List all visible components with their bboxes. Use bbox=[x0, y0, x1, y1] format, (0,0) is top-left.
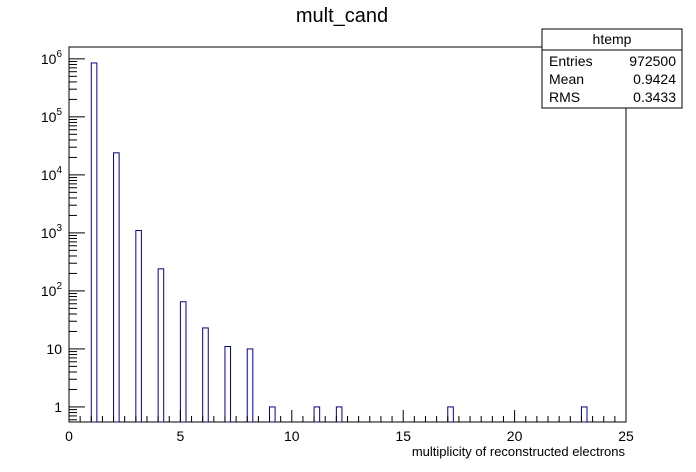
stats-entries-value: 972500 bbox=[629, 53, 676, 69]
histogram-bar bbox=[580, 406, 588, 423]
y-tick-label: 103 bbox=[41, 223, 63, 241]
x-axis: 0 5 10 15 20 25 bbox=[65, 410, 634, 444]
chart-title: mult_cand bbox=[296, 5, 388, 27]
stats-box-title: htemp bbox=[593, 31, 632, 47]
histogram-bar bbox=[335, 406, 343, 423]
y-tick-label: 105 bbox=[41, 107, 63, 125]
y-tick-label: 102 bbox=[41, 281, 63, 299]
y-tick-label: 104 bbox=[41, 165, 63, 183]
stats-mean-label: Mean bbox=[549, 71, 584, 87]
stats-rms-label: RMS bbox=[549, 89, 580, 105]
stats-box: htemp Entries 972500 Mean 0.9424 RMS 0.3… bbox=[541, 28, 683, 109]
x-axis-label: multiplicity of reconstructed electrons bbox=[412, 444, 626, 459]
y-tick-label: 106 bbox=[41, 49, 63, 67]
y-tick-label: 1 bbox=[54, 399, 62, 415]
stats-entries-label: Entries bbox=[549, 53, 593, 69]
histogram-bar bbox=[113, 152, 120, 423]
histogram-bar bbox=[157, 268, 165, 423]
histogram-bar bbox=[447, 406, 454, 423]
histogram-bar bbox=[269, 406, 276, 423]
stats-rms-value: 0.3433 bbox=[633, 89, 676, 105]
x-tick-label: 5 bbox=[177, 428, 185, 444]
x-tick-label: 25 bbox=[618, 428, 634, 444]
histogram-bar bbox=[224, 346, 232, 423]
stats-mean-value: 0.9424 bbox=[633, 71, 676, 87]
stats-box-frame bbox=[541, 28, 683, 109]
histogram-bar bbox=[179, 301, 187, 423]
histogram-bar bbox=[90, 62, 98, 423]
x-tick-label: 15 bbox=[395, 428, 411, 444]
x-tick-label: 10 bbox=[284, 428, 300, 444]
histogram-bars bbox=[90, 62, 588, 423]
x-tick-label: 20 bbox=[507, 428, 523, 444]
y-axis: 1 10 102 103 104 105 106 bbox=[41, 49, 85, 421]
y-tick-label: 10 bbox=[46, 341, 62, 357]
histogram-bar bbox=[202, 327, 209, 423]
histogram-bar bbox=[313, 406, 321, 423]
x-tick-label: 0 bbox=[65, 428, 73, 444]
histogram-bar bbox=[135, 229, 142, 423]
histogram-bar bbox=[246, 348, 254, 423]
